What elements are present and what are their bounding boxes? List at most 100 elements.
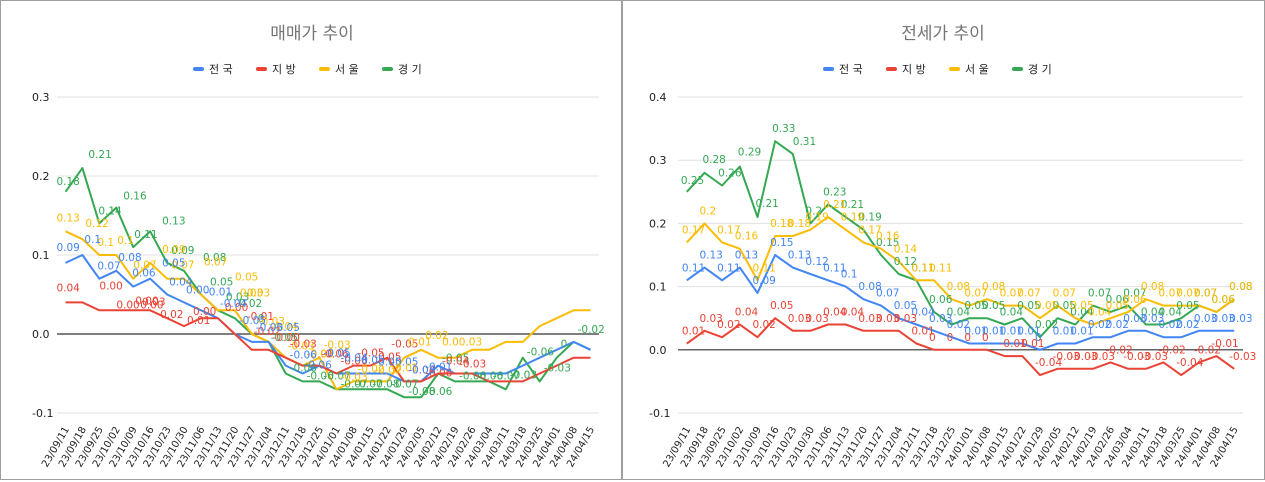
legend-swatch-2 xyxy=(319,67,330,71)
series-line-1 xyxy=(65,301,591,383)
data-label: 0.05 xyxy=(1035,300,1058,312)
data-label: 0.00 xyxy=(225,302,248,314)
data-label: -0.08 xyxy=(408,386,435,398)
data-label: -0.04 xyxy=(442,356,469,368)
data-label: 0.09 xyxy=(752,275,775,287)
data-label: -0.03 xyxy=(288,341,315,353)
data-label: 0.07 xyxy=(171,260,194,272)
data-label: 0.1 xyxy=(84,234,101,246)
data-label: 0.28 xyxy=(702,154,725,166)
data-label: -0.03 xyxy=(1070,351,1097,363)
data-label: 0.04 xyxy=(947,307,971,319)
data-label: 0.07 xyxy=(1194,288,1217,300)
data-label: 0.00 xyxy=(186,284,209,296)
y-tick-label: -0.1 xyxy=(32,407,53,420)
data-label: 0.29 xyxy=(738,147,761,159)
data-label: 0.07 xyxy=(1176,288,1199,300)
data-label: 0.11 xyxy=(752,262,775,274)
data-label: 0.00 xyxy=(140,299,163,311)
data-label: 0.03 xyxy=(788,313,811,325)
data-label: 0.26 xyxy=(718,167,742,179)
data-label: 0.03 xyxy=(1194,313,1217,325)
data-label: 0 xyxy=(1035,332,1042,344)
legend-label-1: 지 방 xyxy=(272,63,296,76)
data-label: 0.03 xyxy=(142,296,165,308)
legend-swatch-0 xyxy=(193,67,204,71)
data-label: -0.07 xyxy=(391,378,418,390)
data-label: 0.07 xyxy=(876,288,899,300)
data-label: 0.03 xyxy=(929,313,952,325)
data-label: 0.21 xyxy=(823,199,846,211)
data-label: 0.06 xyxy=(132,268,156,280)
data-label: -0.05 xyxy=(374,357,401,369)
data-label: 0.02 xyxy=(947,319,970,331)
data-label: -0.01 xyxy=(1000,338,1027,350)
data-label: -0.03 xyxy=(1053,351,1080,363)
legend-swatch-1 xyxy=(886,67,897,71)
y-tick-label: 0.0 xyxy=(649,344,667,357)
data-label: 0.03 xyxy=(226,291,249,303)
data-label: -0.03 xyxy=(1123,351,1150,363)
data-label: -0.06 xyxy=(305,360,332,372)
legend-swatch-0 xyxy=(823,67,834,71)
data-label: 0.02 xyxy=(752,319,775,331)
data-label: 0.03 xyxy=(699,313,722,325)
data-label: 0.07 xyxy=(1194,288,1217,300)
data-label: 0.2 xyxy=(699,205,716,217)
data-label: -0.08 xyxy=(372,378,399,390)
data-label: 0.08 xyxy=(947,281,970,293)
data-label: 0.00.03 xyxy=(442,337,482,349)
data-label: 0.00 xyxy=(193,306,216,318)
data-label: 0.07 xyxy=(204,257,227,269)
data-label: 0.07 xyxy=(964,288,987,300)
data-label: 0.16 xyxy=(123,191,147,203)
data-label: 0.02 xyxy=(1176,319,1199,331)
data-label: -0.07 xyxy=(340,378,367,390)
data-label: -0.06 xyxy=(290,363,317,375)
data-label: -0.04 xyxy=(271,321,298,333)
legend-label-2: 서 울 xyxy=(965,63,989,76)
legend-label-3: 경 기 xyxy=(1028,63,1052,76)
data-label: -0.01 xyxy=(425,361,452,373)
data-label: 0.12 xyxy=(85,218,108,230)
data-label: 0.05 xyxy=(894,300,917,312)
data-label: -0.04 xyxy=(340,353,367,365)
data-label: 0.04 xyxy=(823,307,847,319)
data-label: 0.04 xyxy=(1070,307,1094,319)
data-label: -0.03 xyxy=(408,364,435,376)
data-label: -0.03 xyxy=(459,359,486,371)
legend-label-1: 지 방 xyxy=(902,63,926,76)
legend-label-2: 서 울 xyxy=(335,63,359,76)
data-label: 0.03 xyxy=(1141,313,1164,325)
data-label: 0.15 xyxy=(770,237,793,249)
data-label: 0.05 xyxy=(964,300,987,312)
data-label: -0.04 xyxy=(408,364,435,376)
data-label: -0.03 xyxy=(258,316,285,328)
data-label: -0.03 xyxy=(307,349,334,361)
data-label: -0.05 xyxy=(273,322,300,334)
data-label: 0.02 xyxy=(239,298,262,310)
data-label: 0.07 xyxy=(1053,288,1076,300)
data-label: 0.07 xyxy=(1123,288,1146,300)
data-label: 0.07 xyxy=(97,261,120,273)
data-label: 0.13 xyxy=(56,212,79,224)
data-label: 0.06 xyxy=(929,294,953,306)
data-label: 0.01 xyxy=(1017,325,1040,337)
legend-swatch-1 xyxy=(256,67,267,71)
data-label: 0.2 xyxy=(805,205,822,217)
data-label: 0.11 xyxy=(911,262,934,274)
series-line-1 xyxy=(686,317,1235,377)
data-label: 0.01 xyxy=(964,325,987,337)
data-label: 0.01 xyxy=(187,315,210,327)
y-tick-label: 0.1 xyxy=(649,281,667,294)
data-label: -0.02 xyxy=(357,363,384,375)
data-label: -0.03 xyxy=(1141,351,1168,363)
data-label: 0.21 xyxy=(88,149,111,161)
data-label: 0.19 xyxy=(841,212,864,224)
data-label: -0.05 xyxy=(391,339,418,351)
data-label: -0.03 xyxy=(324,340,351,352)
data-label: -0.03 xyxy=(1088,351,1115,363)
data-label: 0.03 xyxy=(858,313,881,325)
data-label: -0.07 xyxy=(324,370,351,382)
data-label: -0.06 xyxy=(340,356,367,368)
